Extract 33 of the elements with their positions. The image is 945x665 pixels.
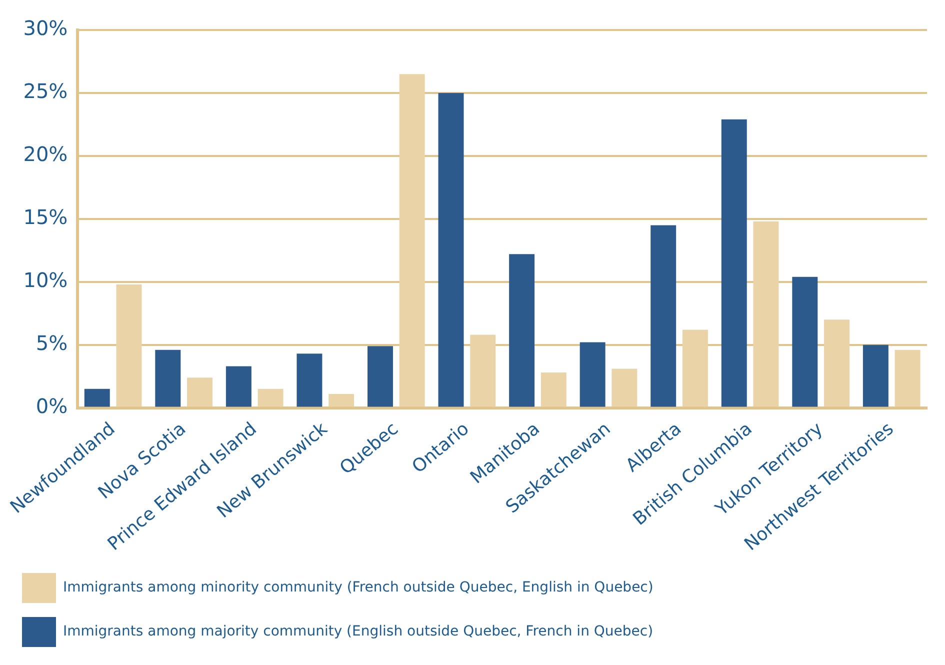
- bar: [894, 350, 920, 407]
- bar: [296, 354, 322, 407]
- bar: [187, 378, 212, 407]
- bar: [368, 346, 393, 407]
- y-tick-label: 30%: [23, 16, 68, 40]
- y-tick-label: 20%: [23, 142, 68, 166]
- bar: [682, 330, 708, 407]
- bar: [84, 388, 110, 407]
- legend-label: Immigrants among majority community (English outside Quebec, French in Quebec): [63, 624, 654, 640]
- bar: [226, 366, 252, 407]
- bar: [116, 284, 142, 407]
- bar: [721, 119, 747, 407]
- bar: [155, 350, 181, 407]
- bar: [862, 344, 888, 407]
- y-tick-label: 0%: [36, 394, 68, 418]
- bar: [399, 74, 425, 407]
- y-tick-label: 5%: [36, 331, 68, 356]
- bar: [753, 221, 779, 407]
- bar: [650, 225, 676, 407]
- legend-label: Immigrants among minority community (French outside Quebec, English in Quebec): [63, 580, 654, 596]
- bar: [438, 92, 464, 407]
- bar: [792, 276, 818, 407]
- bar: [612, 368, 638, 407]
- bar: [258, 388, 284, 407]
- y-tick-label: 25%: [23, 79, 68, 104]
- bar: [509, 254, 535, 407]
- bar: [470, 334, 496, 407]
- y-tick-label: 15%: [23, 205, 68, 230]
- bar: [824, 320, 850, 407]
- bar: [540, 372, 566, 407]
- y-tick-label: 10%: [23, 268, 68, 292]
- bar: [580, 342, 606, 407]
- bar: [328, 394, 354, 407]
